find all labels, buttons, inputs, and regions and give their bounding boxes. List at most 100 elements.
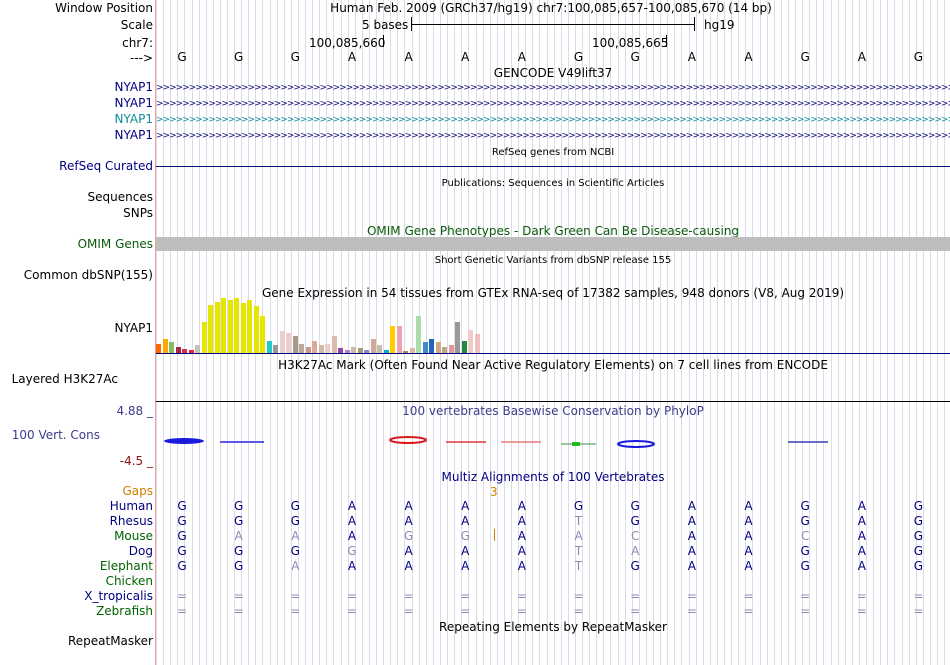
gtex-tissue-bar[interactable]: [435, 342, 441, 353]
gtex-tissue-bar[interactable]: [266, 340, 272, 353]
species-label[interactable]: Dog: [128, 544, 153, 558]
gencode-transcript-3[interactable]: >>>>>>>>>>>>>>>>>>>>>>>>>>>>>>>>>>>>>>>>…: [156, 115, 950, 125]
gtex-tissue-bar[interactable]: [474, 334, 480, 353]
alignment-base: C: [800, 529, 810, 543]
alignment-base: G: [403, 529, 414, 543]
gtex-tissue-bar[interactable]: [247, 299, 253, 353]
label-100-vert-cons[interactable]: 100 Vert. Cons: [11, 428, 100, 442]
gtex-tissue-bar[interactable]: [182, 349, 188, 353]
species-label[interactable]: Elephant: [99, 559, 153, 573]
label-common-dbsnp[interactable]: Common dbSNP(155): [23, 268, 153, 282]
gtex-tissue-bar[interactable]: [195, 345, 201, 353]
label-sequences[interactable]: Sequences: [87, 190, 153, 204]
gtex-tissue-bar[interactable]: [188, 349, 194, 353]
gtex-tissue-bar[interactable]: [396, 326, 402, 353]
grid-line: [554, 0, 555, 665]
gtex-tissue-bar[interactable]: [344, 349, 350, 353]
gtex-tissue-bar[interactable]: [312, 340, 318, 353]
omim-track-title: OMIM Gene Phenotypes - Dark Green Can Be…: [366, 224, 740, 238]
gtex-tissue-bar[interactable]: [253, 306, 259, 353]
gtex-tissue-bar[interactable]: [273, 345, 279, 353]
gtex-tissue-bar[interactable]: [325, 343, 331, 353]
grid-line: [369, 0, 370, 665]
refseq-gene-line[interactable]: [156, 166, 950, 167]
gtex-tissue-bar[interactable]: [201, 321, 207, 353]
gtex-tissue-bar[interactable]: [455, 321, 461, 353]
gtex-tissue-bar[interactable]: [338, 348, 344, 353]
alignment-base: A: [687, 529, 696, 543]
gtex-tissue-bar[interactable]: [403, 351, 409, 353]
label-refseq-curated[interactable]: RefSeq Curated: [59, 159, 153, 173]
gtex-tissue-bar[interactable]: [461, 340, 467, 353]
label-nyap1-3[interactable]: NYAP1: [114, 112, 153, 126]
phylop-signal[interactable]: [156, 430, 950, 452]
grid-line: [639, 0, 640, 665]
species-label[interactable]: X_tropicalis: [84, 589, 153, 603]
grid-line: [923, 0, 924, 665]
gtex-tissue-bar[interactable]: [260, 315, 266, 353]
species-label[interactable]: Rhesus: [109, 514, 153, 528]
grid-line: [610, 0, 611, 665]
gtex-tissue-bar[interactable]: [305, 346, 311, 353]
gtex-tissue-bar[interactable]: [175, 346, 181, 353]
grid-line: [532, 0, 533, 665]
gtex-tissue-bar[interactable]: [240, 303, 246, 353]
grid-line: [504, 0, 505, 665]
species-label[interactable]: Chicken: [105, 574, 153, 588]
gtex-tissue-bar[interactable]: [429, 338, 435, 353]
gtex-tissue-bar[interactable]: [208, 304, 214, 353]
label-snps[interactable]: SNPs: [123, 206, 153, 220]
gtex-tissue-bar[interactable]: [227, 299, 233, 353]
label-nyap1-2[interactable]: NYAP1: [114, 96, 153, 110]
species-label[interactable]: Mouse: [114, 529, 153, 543]
label-nyap1-1[interactable]: NYAP1: [114, 80, 153, 94]
track-area[interactable]: Human Feb. 2009 (GRCh37/hg19) chr7:100,0…: [156, 0, 950, 665]
label-scale: Scale: [120, 18, 153, 32]
label-omim-genes[interactable]: OMIM Genes: [77, 237, 153, 251]
gtex-tissue-bar[interactable]: [468, 329, 474, 353]
grid-line: [518, 0, 519, 665]
gtex-tissue-bar[interactable]: [383, 349, 389, 353]
gtex-tissue-bar[interactable]: [318, 345, 324, 353]
gtex-tissue-bar[interactable]: [390, 326, 396, 353]
gtex-tissue-bar[interactable]: [292, 335, 298, 353]
alignment-base: G: [573, 499, 584, 513]
gtex-tissue-bar[interactable]: [416, 315, 422, 353]
grid-line: [823, 0, 824, 665]
position-left: 100,085,660: [309, 36, 386, 50]
gtex-tissue-bar[interactable]: [448, 345, 454, 353]
species-label[interactable]: Zebrafish: [96, 604, 153, 618]
gtex-tissue-bar[interactable]: [357, 348, 363, 353]
grid-line: [277, 0, 278, 665]
gtex-tissue-bar[interactable]: [442, 346, 448, 353]
gencode-transcript-2[interactable]: >>>>>>>>>>>>>>>>>>>>>>>>>>>>>>>>>>>>>>>>…: [156, 99, 950, 109]
label-layered-h3k27ac[interactable]: Layered H3K27Ac: [11, 372, 118, 386]
gtex-tissue-bar[interactable]: [162, 338, 168, 353]
gencode-transcript-1[interactable]: >>>>>>>>>>>>>>>>>>>>>>>>>>>>>>>>>>>>>>>>…: [156, 83, 950, 93]
gtex-tissue-bar[interactable]: [331, 335, 337, 353]
gtex-tissue-bar[interactable]: [286, 332, 292, 353]
gtex-tissue-bar[interactable]: [422, 342, 428, 353]
label-repeatmasker[interactable]: RepeatMasker: [67, 634, 153, 648]
label-gtex-gene[interactable]: NYAP1: [114, 321, 153, 335]
gtex-tissue-bar[interactable]: [214, 301, 220, 353]
gtex-tissue-bar[interactable]: [156, 343, 162, 353]
gtex-tissue-bar[interactable]: [234, 298, 240, 353]
grid-line: [213, 0, 214, 665]
gtex-tissue-bar[interactable]: [370, 338, 376, 353]
gtex-tissue-bar[interactable]: [364, 349, 370, 353]
label-nyap1-4[interactable]: NYAP1: [114, 128, 153, 142]
gtex-tissue-bar[interactable]: [351, 346, 357, 353]
alignment-base: A: [744, 529, 753, 543]
gtex-tissue-bar[interactable]: [377, 345, 383, 353]
gtex-tissue-bar[interactable]: [221, 298, 227, 353]
gtex-tissue-bar[interactable]: [279, 331, 285, 353]
gtex-tissue-bar[interactable]: [409, 348, 415, 353]
grid-line: [809, 0, 810, 665]
gtex-tissue-bar[interactable]: [299, 343, 305, 353]
alignment-base: A: [744, 559, 753, 573]
species-label[interactable]: Human: [109, 499, 153, 513]
gencode-transcript-4[interactable]: >>>>>>>>>>>>>>>>>>>>>>>>>>>>>>>>>>>>>>>>…: [156, 131, 950, 141]
omim-gene-bar[interactable]: [156, 237, 950, 251]
gtex-tissue-bar[interactable]: [169, 342, 175, 353]
